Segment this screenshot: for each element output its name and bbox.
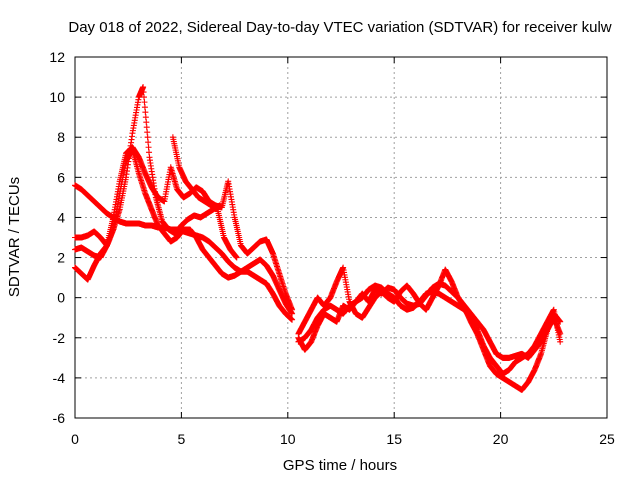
y-tick-label: -4: [53, 370, 66, 386]
y-tick-label: 8: [57, 129, 65, 145]
y-tick-label: 12: [49, 49, 65, 65]
x-tick-label: 25: [599, 431, 615, 447]
y-tick-label: -6: [53, 410, 66, 426]
data-point: [140, 89, 147, 96]
axis-ticks: 0 5 10 15 20 25 -6 -4 -2 0 2 4 6 8 10 12: [49, 49, 615, 447]
x-tick-label: 15: [386, 431, 402, 447]
data-point: [233, 254, 240, 261]
y-tick-label: 2: [57, 250, 65, 266]
data-point: [142, 109, 149, 116]
data-point: [143, 124, 150, 131]
plot-frame: [74, 56, 608, 419]
y-tick-label: 10: [49, 89, 65, 105]
y-tick-label: 0: [57, 290, 65, 306]
x-tick-label: 0: [71, 431, 79, 447]
series-track-4: [72, 144, 296, 313]
series-track-5: [169, 134, 240, 261]
data-point: [141, 94, 148, 101]
y-axis-label: SDTVAR / TECUs: [6, 177, 23, 297]
x-axis-label: GPS time / hours: [283, 457, 397, 474]
chart-title: Day 018 of 2022, Sidereal Day-to-day VTE…: [68, 19, 611, 36]
data-point: [143, 119, 150, 126]
data-point: [146, 149, 153, 156]
grid: [75, 57, 607, 418]
data-marks: [72, 84, 564, 393]
data-point: [142, 114, 149, 121]
data-point: [289, 316, 296, 323]
data-point: [557, 318, 564, 325]
y-tick-label: 6: [57, 169, 65, 185]
data-point: [144, 134, 151, 141]
data-point: [141, 99, 148, 106]
y-tick-label: 4: [57, 209, 65, 225]
series-track-7: [295, 264, 564, 361]
data-point: [141, 104, 148, 111]
series-track-8: [295, 282, 564, 377]
x-tick-label: 5: [178, 431, 186, 447]
x-tick-label: 10: [280, 431, 296, 447]
y-tick-label: -2: [53, 330, 66, 346]
data-point: [289, 306, 296, 313]
data-point: [145, 144, 152, 151]
x-tick-label: 20: [493, 431, 509, 447]
data-point: [140, 84, 147, 91]
data-point: [144, 129, 151, 136]
data-point: [145, 139, 152, 146]
